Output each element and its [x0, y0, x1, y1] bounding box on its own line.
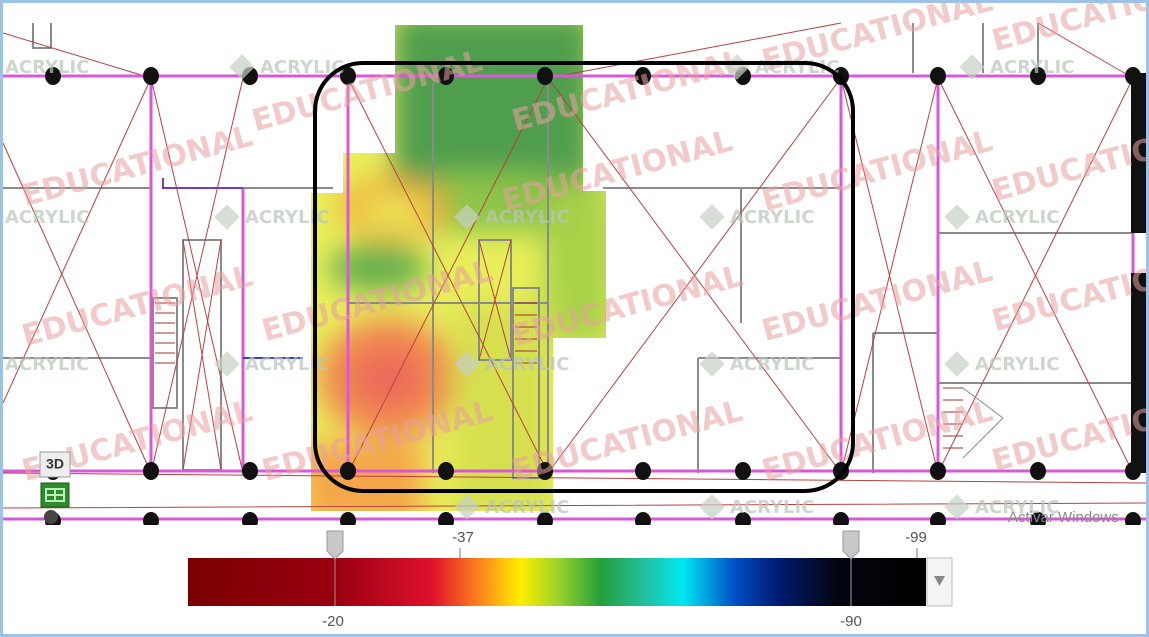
column: [242, 462, 258, 480]
watermark: EDUCATIONAL: [988, 114, 1146, 209]
watermark: ACRYLIC: [485, 354, 569, 375]
column: [735, 462, 751, 480]
column: [635, 462, 651, 480]
view-3d-label: 3D: [46, 456, 64, 472]
column: [1125, 512, 1141, 525]
column: [143, 512, 159, 525]
column: [143, 67, 159, 85]
os-notice: Activar Windows: [1008, 509, 1119, 526]
column: [438, 462, 454, 480]
watermark-logo: [944, 351, 970, 377]
watermark: ACRYLIC: [245, 354, 329, 375]
column: [735, 512, 751, 525]
grey-walls: [3, 23, 1133, 479]
watermark-logo: [699, 494, 725, 520]
column: [340, 462, 356, 480]
column: [45, 67, 61, 85]
watermark-logo: [454, 351, 480, 377]
watermark: ACRYLIC: [975, 354, 1059, 375]
watermark: ACRYLIC: [730, 354, 814, 375]
watermark-logo: [454, 204, 480, 230]
watermark: EDUCATIONAL: [988, 3, 1146, 59]
color-scale-bar: [188, 558, 926, 606]
watermark-logo: [454, 494, 480, 520]
column: [242, 512, 258, 525]
watermark: EDUCATIONAL: [988, 384, 1146, 479]
scale-label: -90: [840, 613, 862, 630]
watermark-logo: [699, 204, 725, 230]
watermark: EDUCATIONAL: [988, 244, 1146, 339]
scale-label: -99: [905, 529, 927, 546]
watermark: ACRYLIC: [730, 207, 814, 228]
toolbar: 3D: [39, 451, 71, 524]
wall-block: [1131, 273, 1146, 473]
watermark: ACRYLIC: [5, 354, 89, 375]
column: [340, 512, 356, 525]
watermark: EDUCATIONAL: [18, 119, 256, 214]
watermark: ACRYLIC: [485, 497, 569, 518]
columns: [45, 67, 1141, 525]
scale-label: -20: [322, 613, 344, 630]
watermark: ACRYLIC: [245, 207, 329, 228]
column: [833, 512, 849, 525]
compass-button[interactable]: [44, 510, 58, 524]
column: [930, 462, 946, 480]
column: [1030, 512, 1046, 525]
watermark-logo: [959, 54, 985, 80]
column: [833, 67, 849, 85]
column: [438, 512, 454, 525]
view-3d-button[interactable]: [39, 451, 71, 478]
watermark: ACRYLIC: [5, 57, 89, 78]
column: [1030, 67, 1046, 85]
watermark: ACRYLIC: [485, 207, 569, 228]
scale-slider-right[interactable]: [842, 530, 860, 560]
column: [635, 512, 651, 525]
column: [930, 67, 946, 85]
column: [143, 462, 159, 480]
watermark: EDUCATIONAL: [758, 124, 996, 219]
watermark-logo: [214, 351, 240, 377]
color-scale: -37 -99 -20 -90: [188, 529, 953, 630]
watermark: EDUCATIONAL: [758, 394, 996, 489]
stairs: [155, 302, 1004, 459]
watermark: ACRYLIC: [975, 207, 1059, 228]
column: [930, 512, 946, 525]
wall-block: [1131, 73, 1146, 233]
red-cross-lines: [3, 22, 1146, 509]
magenta-walls: [3, 74, 1146, 521]
column: [635, 67, 651, 85]
column: [1030, 462, 1046, 480]
watermark-logo: [214, 204, 240, 230]
watermark: ACRYLIC: [975, 497, 1059, 518]
column: [340, 67, 356, 85]
scale-slider-left[interactable]: [326, 530, 344, 560]
watermark-logo: [944, 204, 970, 230]
watermark-logo: [724, 54, 750, 80]
column: [438, 67, 454, 85]
scale-label: -37: [452, 529, 474, 546]
watermark: ACRYLIC: [5, 207, 89, 228]
watermark: ACRYLIC: [260, 57, 344, 78]
watermark: ACRYLIC: [990, 57, 1074, 78]
watermark: EDUCATIONAL: [758, 254, 996, 349]
column: [537, 512, 553, 525]
column: [537, 67, 553, 85]
watermark: ACRYLIC: [730, 497, 814, 518]
selection-area: [313, 61, 855, 493]
watermark-logo: [944, 494, 970, 520]
column: [537, 462, 553, 480]
watermark-logo: [699, 351, 725, 377]
